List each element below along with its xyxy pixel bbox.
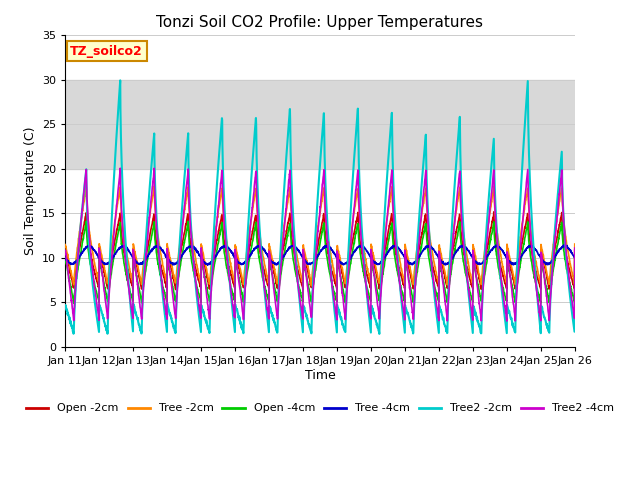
Open -4cm: [184, 218, 192, 224]
Tree -4cm: [571, 255, 579, 261]
Open -2cm: [346, 257, 353, 263]
Open -4cm: [70, 300, 77, 306]
Line: Tree2 -4cm: Tree2 -4cm: [65, 168, 575, 321]
Tree -2cm: [204, 271, 211, 276]
Tree2 -4cm: [346, 256, 353, 262]
Tree2 -4cm: [116, 165, 124, 171]
Tree -2cm: [61, 242, 69, 248]
Open -2cm: [335, 252, 342, 258]
Tree2 -2cm: [335, 306, 342, 312]
Tree2 -4cm: [468, 311, 476, 316]
Tree -4cm: [540, 259, 548, 265]
Tree2 -2cm: [468, 324, 476, 330]
Open -2cm: [526, 239, 534, 244]
Bar: [65, 80, 575, 169]
Tree -4cm: [560, 242, 568, 248]
Tree2 -2cm: [571, 300, 579, 305]
Tree2 -2cm: [540, 314, 548, 320]
Open -4cm: [540, 275, 548, 280]
Tree -4cm: [204, 262, 211, 268]
Open -2cm: [61, 245, 69, 251]
Tree -2cm: [335, 250, 342, 255]
Tree2 -4cm: [526, 224, 534, 230]
Legend: Open -2cm, Tree -2cm, Open -4cm, Tree -4cm, Tree2 -2cm, Tree2 -4cm: Open -2cm, Tree -2cm, Open -4cm, Tree -4…: [22, 399, 618, 418]
Tree -2cm: [526, 221, 534, 227]
Tree -4cm: [169, 262, 177, 268]
Tree -2cm: [346, 240, 354, 246]
Tree2 -4cm: [503, 318, 511, 324]
Tree -4cm: [468, 252, 476, 258]
Tree -2cm: [468, 279, 476, 285]
Tree -4cm: [346, 257, 353, 263]
Open -4cm: [468, 296, 476, 301]
Line: Tree -4cm: Tree -4cm: [65, 245, 575, 265]
Tree2 -4cm: [540, 275, 548, 280]
Line: Tree -2cm: Tree -2cm: [65, 186, 575, 286]
Open -2cm: [571, 247, 579, 253]
Tree -2cm: [571, 241, 579, 247]
Line: Open -4cm: Open -4cm: [65, 221, 575, 303]
Tree2 -2cm: [526, 183, 534, 189]
Open -2cm: [204, 276, 211, 282]
Tree2 -2cm: [116, 77, 124, 83]
X-axis label: Time: Time: [305, 369, 335, 382]
Open -4cm: [346, 265, 354, 271]
Y-axis label: Soil Temperature (C): Soil Temperature (C): [24, 127, 36, 255]
Open -2cm: [468, 283, 476, 289]
Tree2 -2cm: [61, 303, 69, 309]
Text: TZ_soilco2: TZ_soilco2: [70, 45, 143, 58]
Line: Open -2cm: Open -2cm: [65, 212, 575, 290]
Tree -4cm: [526, 243, 534, 249]
Tree -4cm: [335, 258, 342, 264]
Tree -2cm: [540, 259, 548, 264]
Tree2 -2cm: [376, 331, 383, 337]
Open -2cm: [540, 262, 548, 268]
Open -4cm: [335, 265, 342, 271]
Open -4cm: [571, 255, 579, 261]
Line: Tree2 -2cm: Tree2 -2cm: [65, 80, 575, 334]
Tree -4cm: [61, 255, 69, 261]
Tree2 -4cm: [571, 245, 579, 251]
Open -4cm: [61, 255, 69, 261]
Tree2 -2cm: [346, 226, 353, 232]
Open -4cm: [204, 291, 212, 297]
Tree -2cm: [150, 183, 158, 189]
Open -2cm: [490, 209, 498, 215]
Tree2 -4cm: [61, 248, 69, 254]
Tree2 -4cm: [204, 301, 211, 307]
Tree2 -4cm: [335, 259, 342, 265]
Open -2cm: [435, 288, 443, 293]
Title: Tonzi Soil CO2 Profile: Upper Temperatures: Tonzi Soil CO2 Profile: Upper Temperatur…: [157, 15, 483, 30]
Open -4cm: [526, 249, 534, 254]
Tree2 -2cm: [204, 323, 211, 328]
Tree -2cm: [308, 283, 316, 288]
